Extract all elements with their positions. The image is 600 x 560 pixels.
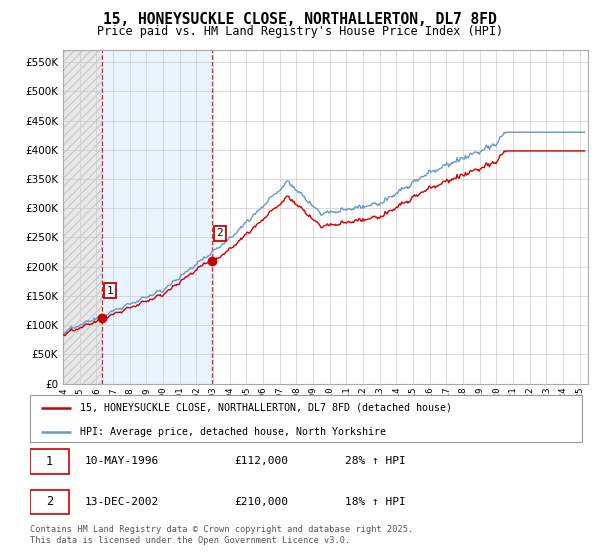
Bar [103, 50, 212, 384]
Text: Contains HM Land Registry data © Crown copyright and database right 2025.
This d: Contains HM Land Registry data © Crown c… [30, 525, 413, 545]
Text: 1: 1 [46, 455, 53, 468]
Text: 28% ↑ HPI: 28% ↑ HPI [344, 456, 406, 466]
Text: 15, HONEYSUCKLE CLOSE, NORTHALLERTON, DL7 8FD (detached house): 15, HONEYSUCKLE CLOSE, NORTHALLERTON, DL… [80, 403, 452, 413]
FancyBboxPatch shape [30, 489, 68, 514]
Text: Price paid vs. HM Land Registry's House Price Index (HPI): Price paid vs. HM Land Registry's House … [97, 25, 503, 38]
FancyBboxPatch shape [30, 449, 68, 474]
Text: 18% ↑ HPI: 18% ↑ HPI [344, 497, 406, 507]
Text: 1: 1 [107, 286, 113, 296]
Bar [63, 50, 103, 384]
Text: HPI: Average price, detached house, North Yorkshire: HPI: Average price, detached house, Nort… [80, 427, 386, 437]
Text: 2: 2 [46, 496, 53, 508]
Bar [63, 50, 103, 384]
Text: £112,000: £112,000 [234, 456, 288, 466]
Text: £210,000: £210,000 [234, 497, 288, 507]
Text: 2: 2 [217, 228, 223, 239]
Text: 10-MAY-1996: 10-MAY-1996 [85, 456, 160, 466]
FancyBboxPatch shape [30, 395, 582, 442]
Text: 13-DEC-2002: 13-DEC-2002 [85, 497, 160, 507]
Text: 15, HONEYSUCKLE CLOSE, NORTHALLERTON, DL7 8FD: 15, HONEYSUCKLE CLOSE, NORTHALLERTON, DL… [103, 12, 497, 27]
